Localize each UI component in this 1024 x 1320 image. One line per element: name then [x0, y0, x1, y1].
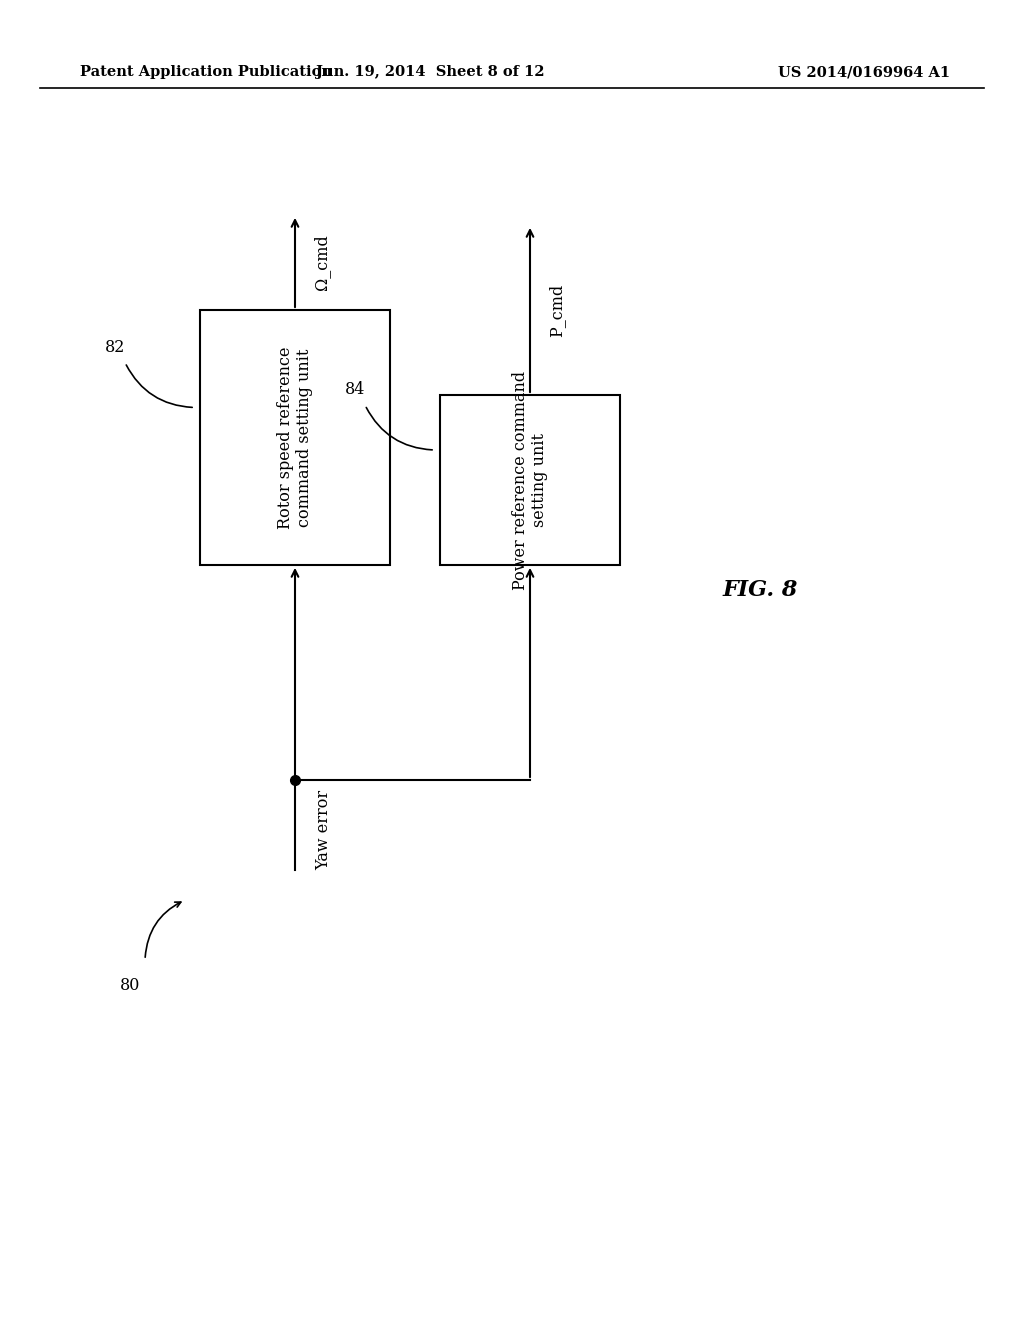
Text: Rotor speed reference
command setting unit: Rotor speed reference command setting un…	[276, 346, 313, 529]
Text: 80: 80	[120, 977, 140, 994]
Text: Jun. 19, 2014  Sheet 8 of 12: Jun. 19, 2014 Sheet 8 of 12	[315, 65, 545, 79]
Text: US 2014/0169964 A1: US 2014/0169964 A1	[778, 65, 950, 79]
Text: P_cmd: P_cmd	[548, 284, 565, 337]
Text: 84: 84	[345, 381, 366, 399]
Text: Yaw error: Yaw error	[315, 789, 332, 870]
Text: 82: 82	[104, 339, 125, 356]
Text: Patent Application Publication: Patent Application Publication	[80, 65, 332, 79]
Text: Ω_cmd: Ω_cmd	[313, 235, 330, 290]
Text: Power reference command
setting unit: Power reference command setting unit	[512, 371, 548, 590]
Bar	[200, 310, 390, 565]
Bar	[440, 395, 620, 565]
Text: FIG. 8: FIG. 8	[722, 579, 798, 601]
